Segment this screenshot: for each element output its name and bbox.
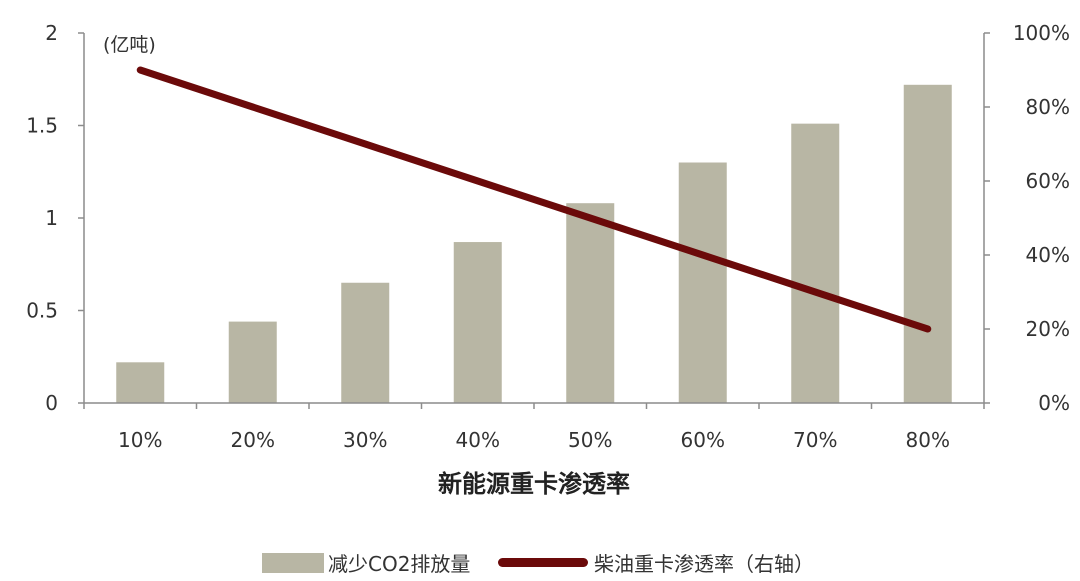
chart: 00.511.520%20%40%60%80%100%10% 20% 30% 40% 5… [26,21,1070,498]
right-tick-label: 60% [1026,169,1070,193]
bar-2 [228,321,277,403]
x-tick-label: 30% [343,428,387,452]
bar-7 [791,123,840,404]
right-tick-label: 40% [1026,243,1070,267]
x-tick-label: 20% [231,428,275,452]
line-series [136,66,932,333]
legend-item-bar: 减少CO2排放量 [262,548,470,577]
right-tick-label: 20% [1026,317,1070,341]
bar-series [116,84,952,404]
bar-6 [678,162,727,403]
right-tick-label: 80% [1026,95,1070,119]
x-axis-title: 新能源重卡渗透率 [438,470,630,498]
legend-swatch-bar [262,552,324,573]
legend-label-line: 柴油重卡渗透率（右轴） [594,552,814,576]
left-tick-label: 2 [45,21,58,45]
left-tick-label: 0.5 [26,299,58,323]
bar-5 [566,203,615,403]
x-tick-label: 50% [568,428,612,452]
right-tick-label: 100% [1013,21,1070,45]
bar-3 [341,282,390,403]
left-tick-label: 0 [45,391,58,415]
legend: 减少CO2排放量 柴油重卡渗透率（右轴） [0,548,1080,578]
legend-item-line: 柴油重卡渗透率（右轴） [498,548,814,577]
left-tick-label: 1 [45,206,58,230]
x-tick-label: 70% [793,428,837,452]
bar-8 [903,84,952,404]
left-axis-unit: (亿吨) [103,34,156,56]
bar-1 [116,362,165,403]
left-tick-label: 1.5 [26,114,58,138]
x-tick-label: 10% [118,428,162,452]
right-tick-label: 0% [1038,391,1070,415]
x-tick-label: 40% [456,428,500,452]
legend-swatch-line [498,558,588,567]
x-tick-label: 80% [906,428,950,452]
line-diesel-penetration [136,66,932,333]
axes: 00.511.520%20%40%60%80%100%10% 20% 30% 40% 5… [26,21,1070,452]
legend-label-bar: 减少CO2排放量 [328,552,471,576]
x-tick-label: 60% [681,428,725,452]
bar-4 [453,242,502,403]
